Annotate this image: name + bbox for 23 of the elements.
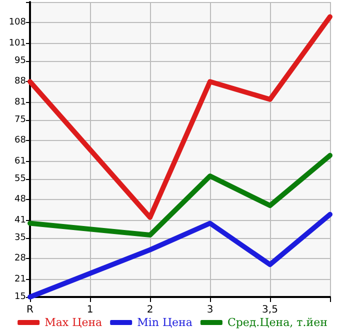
y-tick-label: 41 xyxy=(14,215,26,226)
x-tick-label: 2 xyxy=(146,304,154,316)
y-tick-label: 101 xyxy=(8,38,26,48)
legend-label: Min Цена xyxy=(137,316,193,329)
y-tick-label: 68 xyxy=(14,136,26,146)
y-tick-label: 81 xyxy=(14,97,26,108)
y-tick-label: 95 xyxy=(14,56,26,66)
y-tick-label: 15 xyxy=(14,292,26,302)
y-tick-label: 35 xyxy=(14,233,26,243)
legend-label: Сред.Цена, т.йен xyxy=(227,316,328,329)
legend-label: Max Цена xyxy=(44,316,103,329)
y-tick-label: 48 xyxy=(14,194,26,205)
y-tick-label: 108 xyxy=(8,18,26,28)
y-tick-label: 55 xyxy=(14,174,26,184)
y-tick-label: 28 xyxy=(14,254,26,264)
y-tick-label: 21 xyxy=(14,274,26,284)
y-tick-label: 88 xyxy=(14,76,26,87)
y-tick-label: 61 xyxy=(14,156,26,166)
x-tick-label: R xyxy=(26,304,34,316)
x-tick-label: 3 xyxy=(206,304,214,316)
y-tick-label: 75 xyxy=(14,115,26,125)
x-tick-label: 1 xyxy=(86,304,94,316)
x-tick-label: 3,5 xyxy=(262,304,278,316)
